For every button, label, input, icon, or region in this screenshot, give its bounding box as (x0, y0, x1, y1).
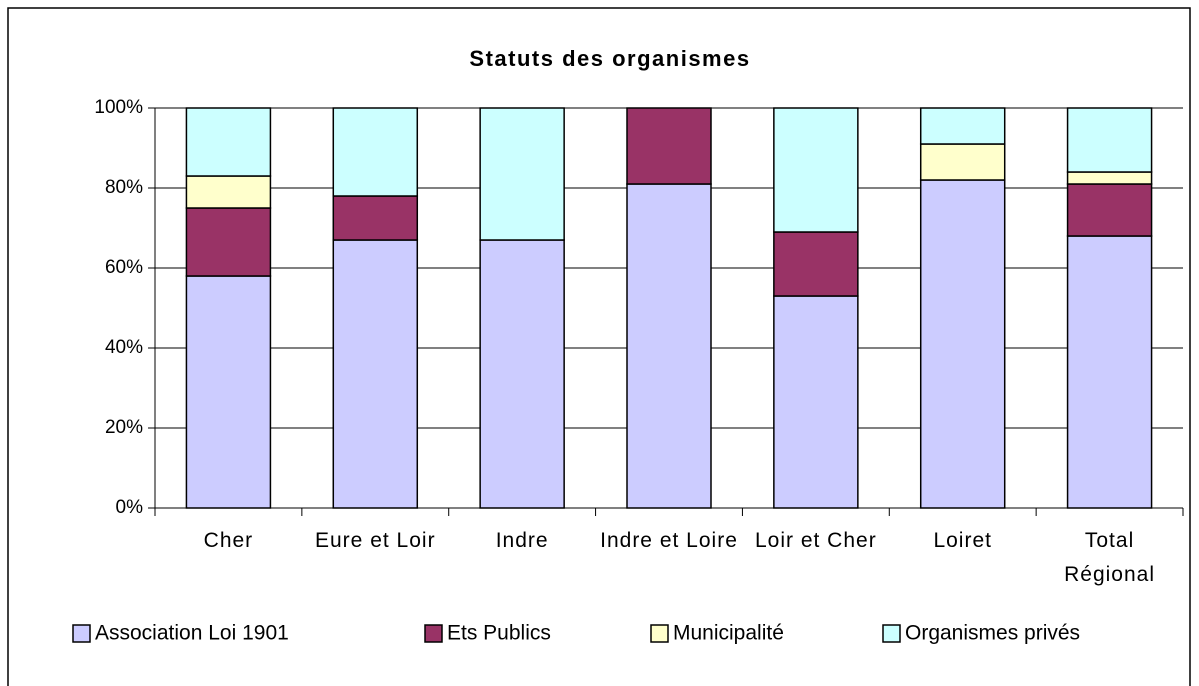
bar-segment (919, 107, 1006, 145)
legend-swatch (72, 624, 91, 643)
bar-segment (1066, 183, 1153, 237)
bar-segment (185, 107, 272, 177)
y-tick-label: 80% (105, 177, 143, 198)
bar-segment (479, 239, 565, 509)
x-tick-label: Cher (203, 529, 254, 552)
legend-label: Association Loi 1901 (95, 622, 289, 645)
legend-swatch (882, 624, 901, 643)
x-tick-label: Total Régional (1064, 529, 1156, 586)
bar-segment (626, 107, 712, 185)
x-tick-label: Indre (495, 529, 549, 552)
legend-swatch (650, 624, 669, 643)
y-tick-label: 100% (94, 97, 143, 118)
bar-segment (332, 195, 419, 241)
bar-segment (919, 179, 1006, 509)
x-tick-label: Indre et Loire (600, 529, 738, 552)
bar-segment (185, 175, 272, 209)
bar-segment (479, 107, 565, 241)
bar-segment (1066, 235, 1153, 509)
bar-segment (773, 231, 859, 297)
bar-segment (773, 295, 859, 509)
legend-label: Municipalité (673, 622, 784, 645)
legend-swatch (424, 624, 443, 643)
y-tick-label: 60% (105, 257, 143, 278)
legend-label: Organismes privés (905, 622, 1080, 645)
y-tick-label: 20% (105, 417, 143, 438)
y-tick-label: 40% (105, 337, 143, 358)
x-tick-label: Loiret (933, 529, 992, 552)
bar-segment (1066, 171, 1153, 185)
bar-segment (626, 183, 712, 509)
x-tick-label: Eure et Loir (315, 529, 436, 552)
legend-label: Ets Publics (447, 622, 551, 645)
bar-segment (1066, 107, 1153, 173)
bar-segment (919, 143, 1006, 181)
chart-title: Statuts des organismes (469, 46, 750, 71)
y-tick-label: 0% (116, 497, 144, 518)
chart-frame (7, 7, 1191, 686)
x-tick-label: Loir et Cher (754, 529, 877, 552)
bar-segment (185, 275, 272, 509)
bar-segment (185, 207, 272, 277)
bar-segment (332, 107, 419, 197)
bar-segment (332, 239, 419, 509)
bar-segment (773, 107, 859, 233)
